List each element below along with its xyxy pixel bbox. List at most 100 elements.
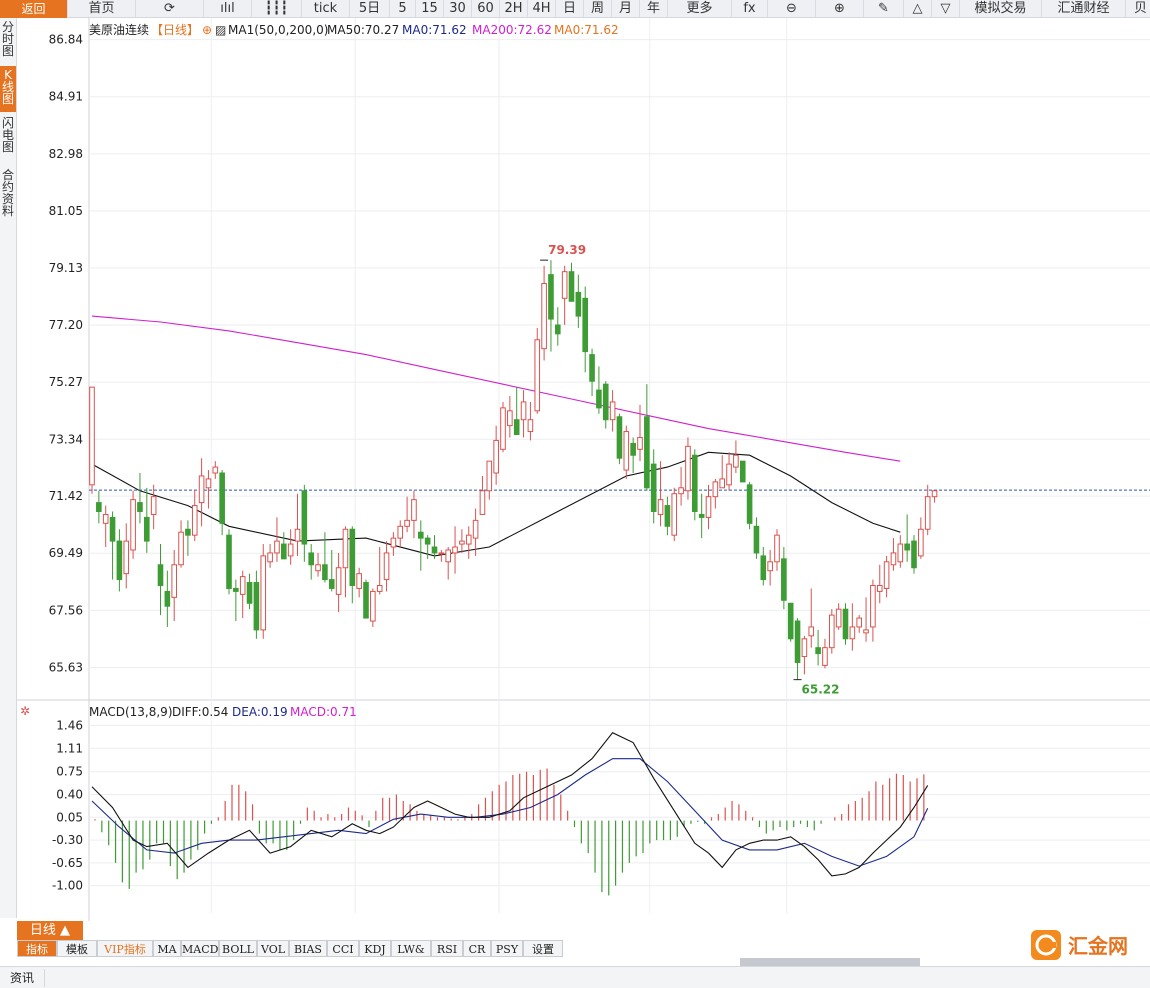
- candle: [863, 597, 869, 642]
- period-2h[interactable]: 2H: [500, 0, 528, 18]
- sim-trade-button[interactable]: 模拟交易: [960, 0, 1042, 18]
- candle: [116, 529, 123, 592]
- candle: [904, 514, 910, 562]
- chart-type-button[interactable]: ılıl: [204, 0, 252, 18]
- tab-cci[interactable]: CCI: [327, 940, 359, 957]
- period-tick[interactable]: tick: [302, 0, 350, 18]
- sidebar-contract[interactable]: 合约资料: [1, 168, 14, 218]
- candle-body: [692, 454, 698, 512]
- candle: [178, 520, 184, 568]
- tab-lwr[interactable]: LW&: [391, 940, 431, 957]
- tab-ma[interactable]: MA: [153, 940, 181, 957]
- candle-body: [370, 590, 376, 622]
- candle-body: [459, 540, 465, 545]
- tab-psy[interactable]: PSY: [491, 940, 523, 957]
- kline-chart[interactable]: 86.84 84.91 82.98 81.05 79.13 77.20 75.27 73.34…: [17, 18, 1150, 921]
- price-annotation-high: 79.39: [540, 243, 586, 261]
- period-badge[interactable]: 日线 ▲: [17, 921, 83, 940]
- candle-body: [349, 528, 356, 586]
- candle: [883, 555, 890, 598]
- candle-body: [383, 552, 390, 581]
- macd-settings-icon[interactable]: ✲: [20, 704, 30, 718]
- period-60[interactable]: 60: [472, 0, 500, 18]
- period-day[interactable]: 日: [556, 0, 584, 18]
- candle: [370, 588, 376, 627]
- candle: [623, 425, 630, 479]
- candle: [404, 496, 410, 533]
- tab-macd[interactable]: MACD: [181, 940, 219, 957]
- candle: [650, 449, 657, 524]
- candle-type-button[interactable]: ┇┇┇: [252, 0, 302, 18]
- candle-body: [924, 496, 931, 530]
- tab-vip-indicator[interactable]: VIP指标: [97, 940, 153, 957]
- candle-body: [178, 531, 184, 566]
- candle-body: [335, 567, 342, 595]
- candle-body: [89, 386, 95, 486]
- tab-template[interactable]: 模板: [57, 940, 97, 957]
- news-tab[interactable]: 资讯: [0, 969, 46, 987]
- candle: [424, 535, 431, 559]
- candle-body: [239, 576, 246, 595]
- price-tick-label: 79.13: [49, 261, 83, 275]
- candle-body: [205, 478, 212, 489]
- candle: [774, 529, 780, 571]
- macd-tick-label: 1.46: [56, 719, 83, 733]
- zoom-out-button[interactable]: ⊖: [768, 0, 816, 18]
- tab-settings[interactable]: 设置: [523, 940, 563, 957]
- period-month[interactable]: 月: [612, 0, 640, 18]
- chart-scrollbar[interactable]: [740, 958, 920, 972]
- back-button[interactable]: 返回: [0, 0, 68, 18]
- candle-body: [534, 339, 541, 412]
- sidebar-flash[interactable]: 闪电图: [1, 116, 14, 154]
- candle: [815, 629, 821, 666]
- more-button[interactable]: 更多: [668, 0, 732, 18]
- period-4h[interactable]: 4H: [528, 0, 556, 18]
- period-5d[interactable]: 5日: [350, 0, 390, 18]
- candle-body: [164, 590, 171, 607]
- home-button[interactable]: 首页: [68, 0, 136, 18]
- tab-bias[interactable]: BIAS: [289, 940, 327, 957]
- triangle-down-button[interactable]: ▽: [932, 0, 960, 18]
- candle: [705, 484, 712, 530]
- tab-boll[interactable]: BOLL: [219, 940, 257, 957]
- period-week[interactable]: 周: [584, 0, 612, 18]
- tab-kdj[interactable]: KDJ: [359, 940, 391, 957]
- tab-indicator[interactable]: 指标: [17, 940, 57, 957]
- candle: [609, 390, 616, 432]
- refresh-button[interactable]: ⟳: [136, 0, 204, 18]
- candle: [507, 396, 513, 438]
- candle: [260, 544, 267, 639]
- tab-vol[interactable]: VOL: [257, 940, 289, 957]
- candle-body: [144, 516, 150, 542]
- candle-body: [904, 543, 910, 551]
- period-year[interactable]: 年: [640, 0, 668, 18]
- tab-cr[interactable]: CR: [463, 940, 491, 957]
- period-5[interactable]: 5: [390, 0, 416, 18]
- zoom-in-button[interactable]: ⊕: [816, 0, 864, 18]
- period-30[interactable]: 30: [444, 0, 472, 18]
- tab-rsi[interactable]: RSI: [431, 940, 463, 957]
- candle-body: [671, 493, 678, 536]
- candle-body: [698, 513, 705, 518]
- candle: [274, 517, 280, 562]
- candle-body: [582, 297, 589, 353]
- candle: [376, 547, 383, 595]
- candle-body: [185, 528, 191, 536]
- candle: [363, 579, 369, 619]
- formula-button[interactable]: fx: [732, 0, 768, 18]
- candle-body: [404, 519, 410, 527]
- candle-body: [746, 484, 753, 524]
- candle: [726, 452, 732, 491]
- sidebar-timeshare[interactable]: 分时图: [1, 20, 14, 58]
- candle-body: [822, 647, 828, 666]
- candle-body: [445, 549, 451, 563]
- settings-icon[interactable]: ⊕: [202, 23, 212, 37]
- more-cut-button[interactable]: 贝: [1126, 0, 1150, 18]
- draw-button[interactable]: ✎: [864, 0, 904, 18]
- candle: [267, 544, 273, 568]
- huitong-button[interactable]: 汇通财经: [1042, 0, 1126, 18]
- candle: [876, 564, 883, 604]
- triangle-up-button[interactable]: △: [904, 0, 932, 18]
- period-15[interactable]: 15: [416, 0, 444, 18]
